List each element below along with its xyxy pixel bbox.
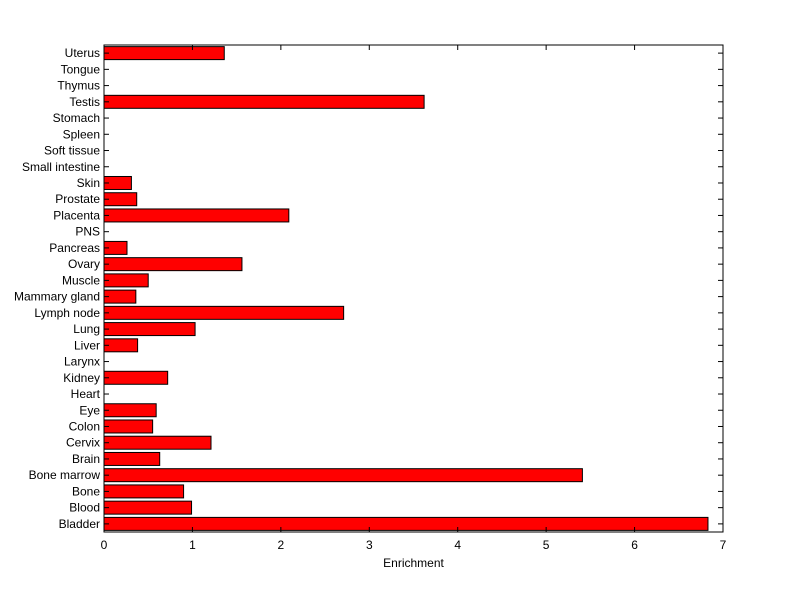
y-tick-label-pns: PNS: [75, 225, 100, 239]
y-tick-label-placenta: Placenta: [53, 208, 100, 222]
bar-bladder: [103, 516, 709, 531]
bar-blood: [103, 500, 193, 515]
x-tick-label-5: 5: [543, 538, 550, 552]
y-tick-label-stomach: Stomach: [53, 111, 100, 125]
bar-bone: [103, 484, 185, 499]
y-tick-labels: Bladder Blood Bone Bone marrow Brain Cervix Co…: [14, 46, 101, 531]
y-tick-label-spleen: Spleen: [63, 127, 100, 141]
y-tick-label-heart: Heart: [71, 387, 101, 401]
x-tick-label-4: 4: [454, 538, 461, 552]
y-tick-label-eye: Eye: [79, 403, 100, 417]
bar-bone-marrow: [103, 468, 583, 483]
y-tick-label-liver: Liver: [74, 338, 100, 352]
x-tick-label-3: 3: [366, 538, 373, 552]
y-tick-label-ovary: Ovary: [68, 257, 100, 271]
y-tick-label-lung: Lung: [73, 322, 100, 336]
y-tick-label-muscle: Muscle: [62, 273, 100, 287]
x-tick-label-2: 2: [278, 538, 285, 552]
bar-muscle: [103, 273, 149, 288]
bar-eye: [103, 403, 157, 418]
y-tick-label-blood: Blood: [69, 501, 100, 515]
y-tick-label-colon: Colon: [69, 419, 100, 433]
x-tick-label-6: 6: [631, 538, 638, 552]
bar-placenta: [103, 208, 290, 223]
y-tick-label-lymph-node: Lymph node: [34, 306, 100, 320]
x-tick-label-1: 1: [189, 538, 196, 552]
y-tick-label-small-intestine: Small intestine: [22, 160, 100, 174]
ticks-group: [103, 45, 724, 532]
y-tick-label-uterus: Uterus: [65, 46, 100, 60]
y-tick-label-cervix: Cervix: [66, 436, 100, 450]
y-tick-label-mammary-gland: Mammary gland: [14, 290, 100, 304]
y-tick-label-testis: Testis: [69, 95, 100, 109]
x-axis-label: Enrichment: [383, 556, 444, 570]
y-tick-label-pancreas: Pancreas: [49, 241, 100, 255]
y-tick-label-skin: Skin: [77, 176, 100, 190]
bar-brain: [103, 451, 161, 466]
y-tick-label-thymus: Thymus: [57, 79, 100, 93]
bar-lung: [103, 322, 196, 337]
x-tick-label-7: 7: [720, 538, 727, 552]
y-tick-label-tongue: Tongue: [61, 62, 101, 76]
y-tick-label-kidney: Kidney: [63, 371, 100, 385]
bar-liver: [103, 338, 139, 353]
y-tick-label-bladder: Bladder: [59, 517, 100, 531]
x-tick-labels: 0 1 2 3 4 5 6 7: [101, 538, 727, 552]
bar-kidney: [103, 370, 169, 385]
y-tick-label-bone-marrow: Bone marrow: [29, 468, 101, 482]
bar-ovary: [103, 257, 243, 272]
x-tick-label-0: 0: [101, 538, 108, 552]
plot-frame: [103, 44, 724, 533]
y-tick-label-soft-tissue: Soft tissue: [44, 144, 100, 158]
y-tick-label-bone: Bone: [72, 484, 100, 498]
y-tick-label-larynx: Larynx: [64, 355, 100, 369]
bar-colon: [103, 419, 154, 434]
bar-lymph-node: [103, 305, 345, 320]
bar-testis: [103, 94, 425, 109]
bar-uterus: [103, 46, 225, 61]
y-tick-label-prostate: Prostate: [55, 192, 100, 206]
y-tick-label-brain: Brain: [72, 452, 100, 466]
bar-cervix: [103, 435, 212, 450]
